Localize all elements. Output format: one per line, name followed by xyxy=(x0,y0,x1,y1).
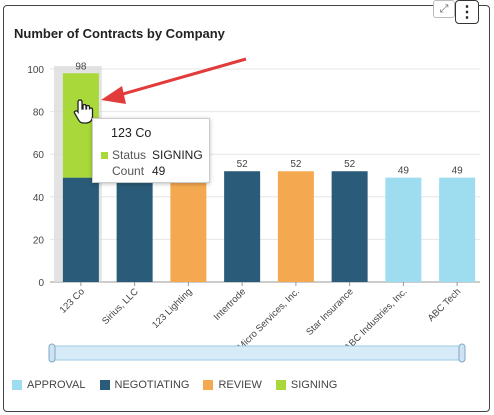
y-tick-label: 20 xyxy=(33,235,45,246)
chart-legend: APPROVAL NEGOTIATING REVIEW SIGNING xyxy=(12,379,351,391)
x-tick-label: Sirius, LLC xyxy=(100,286,141,327)
x-tick-label: Star Insurance xyxy=(304,286,355,337)
bar-segment-approval[interactable] xyxy=(385,177,422,282)
tooltip-count-label: Count xyxy=(112,164,145,178)
vertical-dots-icon: ⋮ xyxy=(459,4,475,21)
y-tick-label: 100 xyxy=(27,65,44,76)
annotation-arrow xyxy=(101,57,247,104)
chart-tooltip: 123 Co Status SIGNING Count 49 xyxy=(92,118,210,183)
scrollbar-track[interactable] xyxy=(51,345,464,361)
tooltip-count-row: Count 49 xyxy=(112,164,165,178)
legend-label: APPROVAL xyxy=(27,379,86,391)
bar-segment-negotiating[interactable] xyxy=(62,177,99,282)
legend-item-approval[interactable]: APPROVAL xyxy=(12,379,86,391)
hand-cursor-icon xyxy=(73,99,94,124)
chart-title: Number of Contracts by Company xyxy=(14,26,225,41)
x-tick-label: 123 Co xyxy=(58,286,87,315)
legend-label: NEGOTIATING xyxy=(114,379,190,391)
tooltip-status-label: Status xyxy=(112,148,147,162)
x-tick-label: ABC Tech xyxy=(426,286,464,324)
bar-segment-approval[interactable] xyxy=(439,177,476,282)
bar-total-label: 49 xyxy=(452,166,464,177)
expand-icon[interactable]: ⤢ xyxy=(433,0,455,18)
bar-segment-review[interactable] xyxy=(277,171,314,282)
bar-segment-negotiating[interactable] xyxy=(116,171,153,282)
bar-total-label: 49 xyxy=(398,166,410,177)
legend-swatch xyxy=(12,380,22,390)
x-tick-label: 123 Lighting xyxy=(150,286,194,330)
tooltip-count-value: 49 xyxy=(152,164,166,178)
legend-label: SIGNING xyxy=(290,379,338,391)
x-tick-label: Intertrode xyxy=(212,286,249,323)
tooltip-company: 123 Co xyxy=(111,126,152,140)
bar-segment-negotiating[interactable] xyxy=(331,171,368,282)
legend-item-negotiating[interactable]: NEGOTIATING xyxy=(99,379,190,391)
scrollbar-handle-right[interactable] xyxy=(458,343,466,363)
scrollbar-handle-left[interactable] xyxy=(48,343,56,363)
legend-swatch xyxy=(275,380,286,390)
bar-total-label: 52 xyxy=(290,159,302,170)
legend-swatch xyxy=(99,380,110,390)
legend-item-signing[interactable]: SIGNING xyxy=(275,379,338,391)
menu-button[interactable]: ⋮ xyxy=(455,0,479,24)
y-tick-label: 0 xyxy=(38,278,44,289)
legend-label: REVIEW xyxy=(218,379,262,391)
legend-swatch xyxy=(203,380,214,390)
expand-arrows-icon: ⤢ xyxy=(439,2,449,15)
y-tick-label: 40 xyxy=(33,193,45,204)
tooltip-status-value: SIGNING xyxy=(152,148,203,162)
y-tick-label: 60 xyxy=(33,150,45,161)
bar-total-label: 52 xyxy=(237,159,249,170)
tooltip-status-swatch xyxy=(101,151,108,159)
bar-segment-negotiating[interactable] xyxy=(224,171,261,282)
bar-total-label: 52 xyxy=(344,159,356,170)
y-tick-label: 80 xyxy=(33,108,45,119)
bar-total-label: 98 xyxy=(75,61,87,72)
tooltip-status-row: Status SIGNING xyxy=(101,148,203,162)
bar-segment-review[interactable] xyxy=(170,171,207,282)
legend-item-review[interactable]: REVIEW xyxy=(203,379,262,391)
